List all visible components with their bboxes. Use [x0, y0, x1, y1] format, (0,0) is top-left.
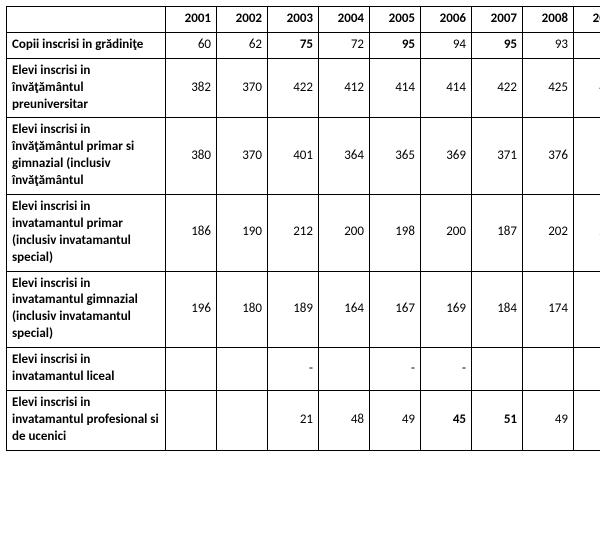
cell-value: 62: [217, 32, 268, 58]
cell-value: 164: [319, 271, 370, 348]
table-row: Elevi inscrisi in invatamantul primar (i…: [7, 195, 600, 272]
table-row: Elevi inscrisi in învăţământul primar si…: [7, 118, 600, 195]
cell-value: 365: [370, 118, 421, 195]
cell-value: 49: [523, 390, 574, 450]
cell-value: 401: [268, 118, 319, 195]
cell-value: 49: [370, 390, 421, 450]
row-label: Elevi inscrisi in invatamantul primar (i…: [7, 195, 166, 272]
year-header: 2001: [166, 7, 217, 33]
cell-value: [472, 348, 523, 391]
cell-value: 167: [370, 271, 421, 348]
cell-value: 200: [421, 195, 472, 272]
year-header: 2003: [268, 7, 319, 33]
cell-value: 190: [217, 195, 268, 272]
cell-value: 184: [472, 271, 523, 348]
cell-value: 48: [319, 390, 370, 450]
cell-value: 200: [319, 195, 370, 272]
table-row: Copii inscrisi in grădiniţe6062757295949…: [7, 32, 600, 58]
table-body: Copii inscrisi in grădiniţe6062757295949…: [7, 32, 600, 450]
row-label: Elevi inscrisi in invatamantul profesion…: [7, 390, 166, 450]
cell-value: [217, 390, 268, 450]
year-header: 2008: [523, 7, 574, 33]
cell-value: 94: [421, 32, 472, 58]
cell-value: 422: [268, 58, 319, 118]
cell-value: 392: [574, 118, 600, 195]
cell-value: 414: [421, 58, 472, 118]
cell-value: 414: [370, 58, 421, 118]
table-row: Elevi inscrisi in învăţământul preuniver…: [7, 58, 600, 118]
row-label: Elevi inscrisi in învăţământul preuniver…: [7, 58, 166, 118]
cell-value: [319, 348, 370, 391]
cell-value: 75: [268, 32, 319, 58]
cell-value: -: [421, 348, 472, 391]
cell-value: [217, 348, 268, 391]
cell-value: 187: [472, 195, 523, 272]
cell-value: 196: [166, 271, 217, 348]
year-header: 2005: [370, 7, 421, 33]
cell-value: [166, 348, 217, 391]
cell-value: 189: [574, 271, 600, 348]
cell-value: 370: [217, 118, 268, 195]
cell-value: 371: [472, 118, 523, 195]
education-enrollment-table: 2001200220032004200520062007200820092010…: [6, 6, 600, 451]
cell-value: 202: [523, 195, 574, 272]
cell-value: 95: [370, 32, 421, 58]
cell-value: 95: [472, 32, 523, 58]
cell-value: 45: [421, 390, 472, 450]
cell-value: 425: [523, 58, 574, 118]
cell-value: 180: [217, 271, 268, 348]
cell-value: 72: [319, 32, 370, 58]
cell-value: 21: [268, 390, 319, 450]
cell-value: 186: [166, 195, 217, 272]
cell-value: 60: [166, 32, 217, 58]
cell-value: 51: [472, 390, 523, 450]
year-header: 2006: [421, 7, 472, 33]
cell-value: -: [370, 348, 421, 391]
table-row: Elevi inscrisi in invatamantul profesion…: [7, 390, 600, 450]
row-label: Elevi inscrisi in învăţământul primar si…: [7, 118, 166, 195]
row-label: Elevi inscrisi in invatamantul liceal: [7, 348, 166, 391]
cell-value: [166, 390, 217, 450]
cell-value: 364: [319, 118, 370, 195]
cell-value: 94: [574, 32, 600, 58]
cell-value: 369: [421, 118, 472, 195]
year-header: 2007: [472, 7, 523, 33]
cell-value: 412: [319, 58, 370, 118]
cell-value: 370: [217, 58, 268, 118]
cell-value: 169: [421, 271, 472, 348]
cell-value: 189: [268, 271, 319, 348]
cell-value: 174: [523, 271, 574, 348]
header-corner: [7, 7, 166, 33]
cell-value: 22: [574, 390, 600, 450]
cell-value: 16: [574, 348, 600, 391]
cell-value: 382: [166, 58, 217, 118]
header-row: 2001200220032004200520062007200820092010…: [7, 7, 600, 33]
cell-value: [523, 348, 574, 391]
cell-value: 212: [268, 195, 319, 272]
row-label: Copii inscrisi in grădiniţe: [7, 32, 166, 58]
cell-value: -: [268, 348, 319, 391]
year-header: 2009: [574, 7, 600, 33]
year-header: 2002: [217, 7, 268, 33]
table-row: Elevi inscrisi in invatamantul liceal---…: [7, 348, 600, 391]
row-label: Elevi inscrisi in invatamantul gimnazial…: [7, 271, 166, 348]
cell-value: 380: [166, 118, 217, 195]
cell-value: 93: [523, 32, 574, 58]
cell-value: 203: [574, 195, 600, 272]
table-row: Elevi inscrisi in invatamantul gimnazial…: [7, 271, 600, 348]
cell-value: 422: [472, 58, 523, 118]
cell-value: 430: [574, 58, 600, 118]
year-header: 2004: [319, 7, 370, 33]
cell-value: 376: [523, 118, 574, 195]
cell-value: 198: [370, 195, 421, 272]
